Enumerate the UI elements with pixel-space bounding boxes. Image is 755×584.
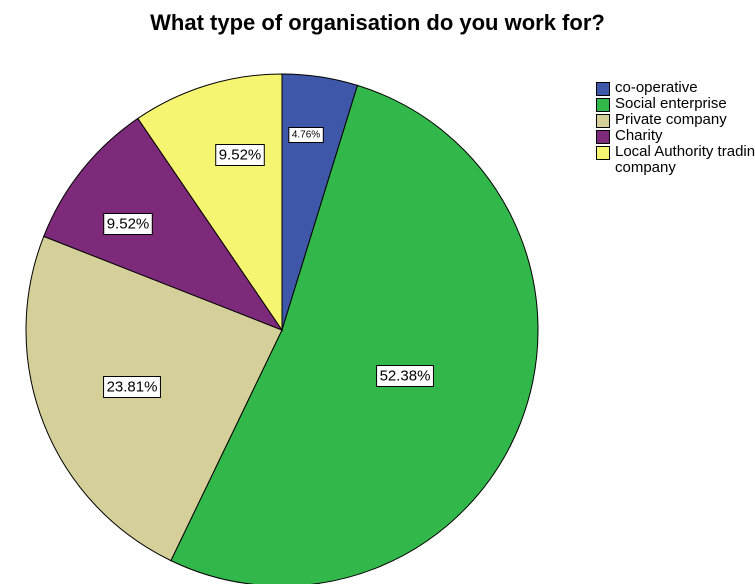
pie-slice-private-company (25, 235, 283, 562)
legend-label: Local Authority trading company (615, 143, 755, 176)
svg-text:9.52%: 9.52% (219, 147, 262, 164)
svg-text:52.38%: 52.38% (380, 368, 431, 385)
legend-item: Social enterprise (596, 96, 755, 112)
legend-label: Private company (615, 111, 727, 128)
legend-swatch (596, 98, 610, 112)
slice-data-label: 52.38% (376, 365, 434, 387)
legend-swatch (596, 114, 610, 128)
legend: co-operative Social enterprise Private com… (596, 80, 755, 176)
legend-item: co-operative (596, 80, 755, 96)
chart-title: What type of organisation do you work fo… (150, 10, 605, 35)
legend-swatch (596, 130, 610, 144)
legend-label: Charity (615, 127, 663, 144)
slice-data-label: 23.81% (103, 376, 161, 398)
legend-item: Local Authority trading company (596, 144, 755, 176)
pie-slice-local-authority-trading-company (137, 73, 283, 332)
legend-label: co-operative (615, 79, 698, 96)
pie-slice-social-enterprise (170, 84, 539, 584)
legend-swatch (596, 82, 610, 96)
slice-data-label: 4.76% (288, 127, 324, 143)
legend-swatch (596, 146, 610, 160)
svg-text:9.52%: 9.52% (107, 216, 150, 233)
slice-data-label: 9.52% (215, 144, 265, 166)
slice-data-label: 9.52% (103, 213, 153, 235)
legend-label: Social enterprise (615, 95, 727, 112)
pie-slice-charity (43, 117, 284, 332)
svg-text:23.81%: 23.81% (107, 379, 158, 396)
legend-item: Private company (596, 112, 755, 128)
legend-item: Charity (596, 128, 755, 144)
svg-text:4.76%: 4.76% (292, 130, 320, 141)
